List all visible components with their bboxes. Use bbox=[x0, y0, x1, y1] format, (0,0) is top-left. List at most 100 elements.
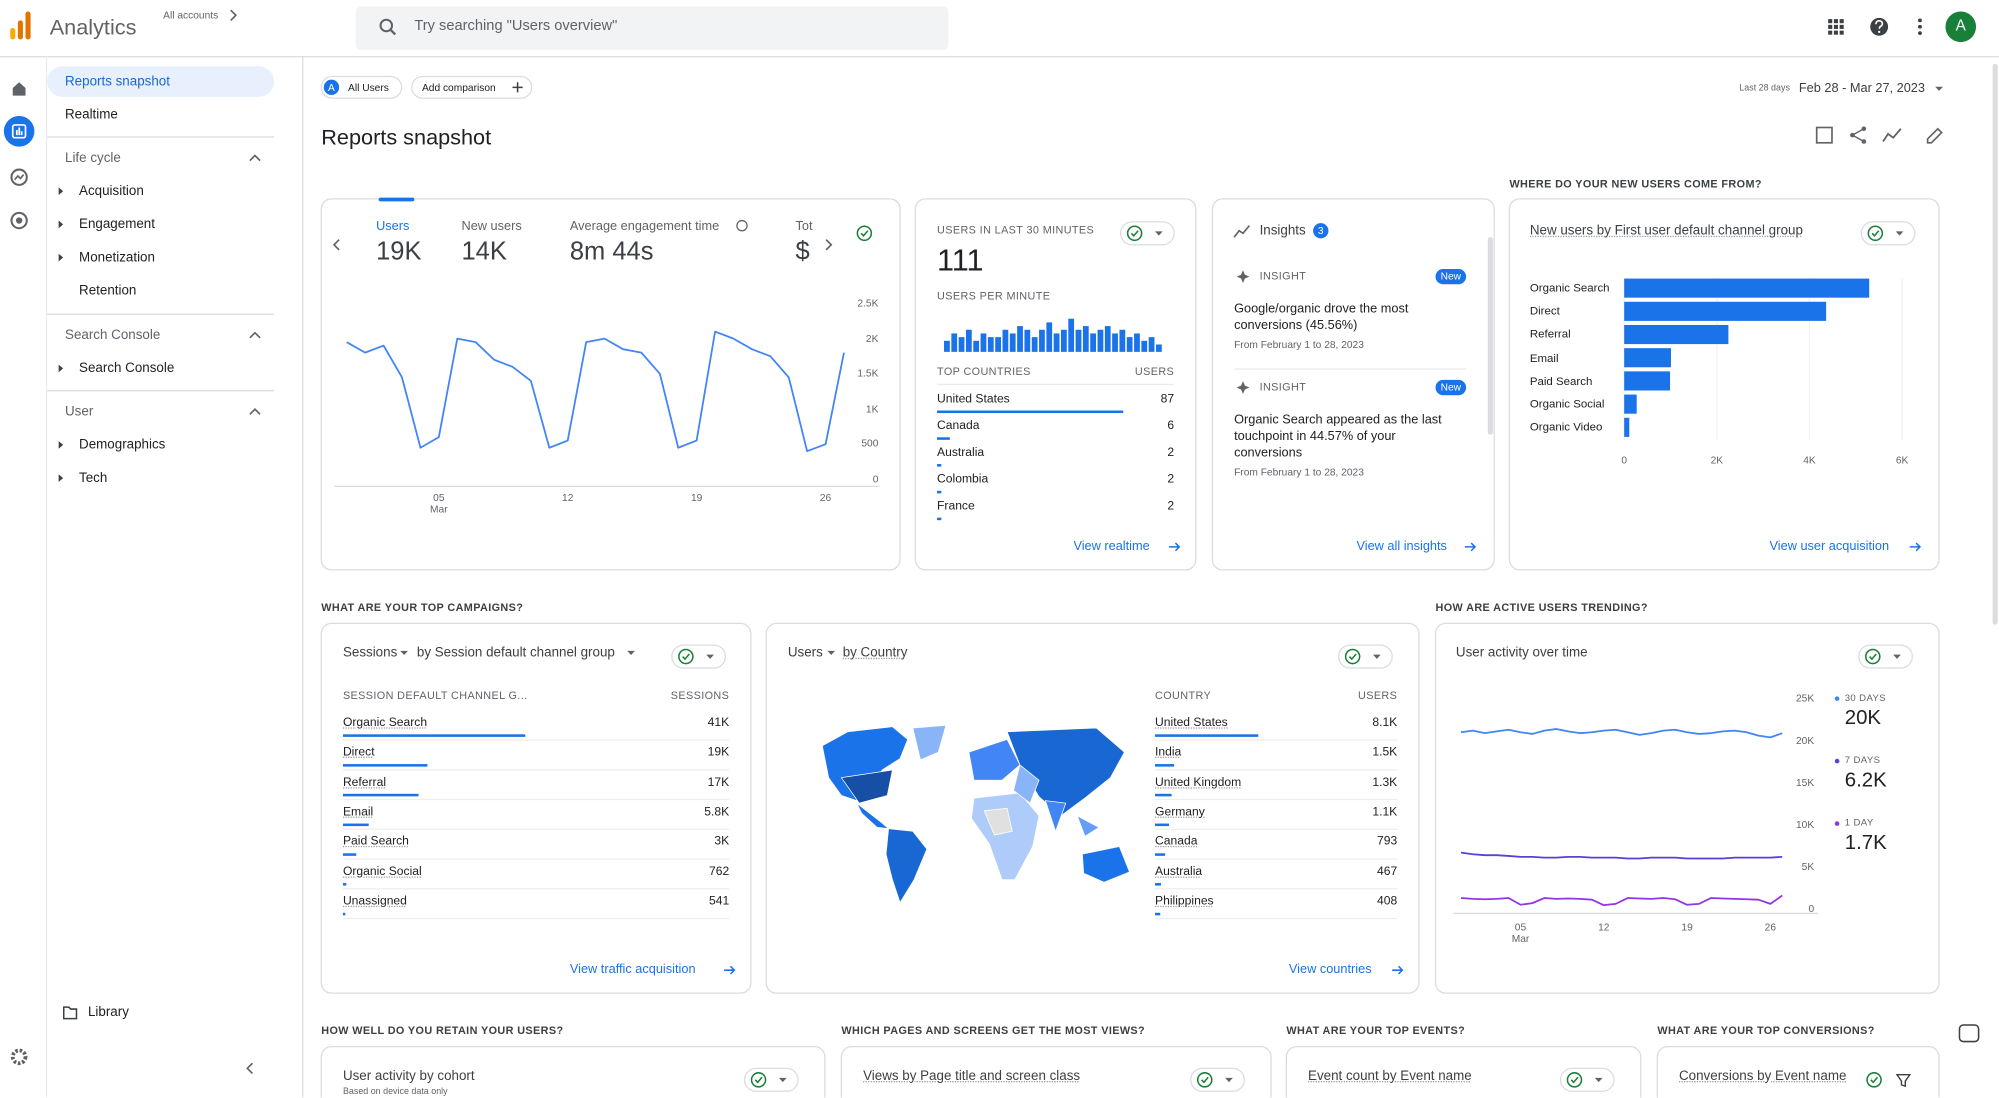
card-title[interactable]: Sessions bbox=[342, 645, 398, 661]
nav-section[interactable]: Life cycle bbox=[65, 150, 121, 166]
card-title[interactable]: User activity by cohort bbox=[342, 1068, 475, 1084]
table-cell[interactable]: Australia bbox=[1155, 864, 1203, 879]
table-cell[interactable]: Direct bbox=[342, 745, 375, 760]
check-icon[interactable] bbox=[1344, 648, 1361, 665]
card-link[interactable]: View user acquisition bbox=[1769, 539, 1890, 554]
insight-body[interactable]: Google/organic drove the most conversion… bbox=[1234, 301, 1453, 351]
avatar[interactable] bbox=[1945, 11, 1977, 43]
library-icon[interactable] bbox=[62, 1006, 78, 1020]
dropdown-caret[interactable] bbox=[1373, 654, 1381, 659]
table-cell[interactable]: United States bbox=[1155, 715, 1228, 730]
chevron[interactable] bbox=[249, 331, 261, 339]
metric-label[interactable]: Average engagement time bbox=[569, 219, 720, 234]
dropdown-caret[interactable] bbox=[400, 650, 408, 656]
chevron[interactable] bbox=[825, 239, 833, 251]
map-region[interactable] bbox=[1044, 800, 1067, 833]
expand-arrow[interactable] bbox=[58, 441, 64, 449]
nav-item[interactable]: Reports snapshot bbox=[65, 73, 170, 90]
expand-arrow[interactable] bbox=[58, 364, 64, 373]
chevron[interactable] bbox=[249, 154, 261, 162]
dropdown-caret[interactable] bbox=[1935, 86, 1943, 91]
nav-section[interactable]: User bbox=[65, 404, 94, 420]
expand-arrow[interactable] bbox=[58, 187, 64, 196]
more-icon[interactable] bbox=[1918, 24, 1922, 29]
map-region[interactable] bbox=[840, 769, 893, 804]
card-link[interactable]: View realtime bbox=[1073, 539, 1150, 554]
table-cell[interactable]: Germany bbox=[1155, 805, 1205, 820]
metric-label[interactable]: New users bbox=[461, 219, 522, 234]
more-icon[interactable] bbox=[1918, 31, 1922, 36]
table-cell[interactable]: Email bbox=[342, 805, 374, 820]
dropdown-caret[interactable] bbox=[827, 650, 836, 656]
chevron[interactable] bbox=[249, 408, 261, 415]
table-cell[interactable]: Philippines bbox=[1155, 894, 1214, 909]
check-icon[interactable] bbox=[1566, 1072, 1583, 1088]
dropdown-caret[interactable] bbox=[1155, 231, 1163, 236]
card-title[interactable]: Event count by Event name bbox=[1308, 1068, 1472, 1084]
dropdown-caret[interactable] bbox=[778, 1077, 787, 1083]
map-region[interactable] bbox=[1081, 846, 1131, 883]
map-region[interactable] bbox=[885, 828, 928, 904]
card-title[interactable]: Views by Page title and screen class bbox=[863, 1068, 1081, 1084]
table-cell[interactable]: Unassigned bbox=[342, 894, 407, 909]
filter-icon[interactable] bbox=[1895, 1074, 1912, 1088]
nav-item[interactable]: Retention bbox=[79, 282, 137, 299]
nav-item[interactable]: Acquisition bbox=[79, 183, 144, 199]
chevron[interactable] bbox=[246, 1062, 254, 1075]
avatar-letter[interactable]: A bbox=[1955, 16, 1966, 35]
dropdown-caret[interactable] bbox=[1594, 1077, 1603, 1083]
search-placeholder[interactable]: Try searching "Users overview" bbox=[414, 18, 618, 34]
accounts-link[interactable]: All accounts bbox=[163, 9, 219, 21]
check-icon[interactable] bbox=[1866, 1072, 1882, 1088]
metric-label[interactable]: Tot bbox=[795, 219, 813, 234]
check-icon[interactable] bbox=[1865, 648, 1881, 665]
expand-arrow[interactable] bbox=[58, 220, 64, 229]
advertising-icon[interactable] bbox=[10, 211, 28, 230]
map-region[interactable] bbox=[968, 738, 1021, 781]
nav-section[interactable]: Search Console bbox=[65, 327, 161, 343]
metric-label[interactable]: Users bbox=[376, 219, 410, 234]
feedback-icon[interactable] bbox=[1958, 1024, 1980, 1043]
chevron[interactable] bbox=[230, 9, 238, 21]
search-box[interactable] bbox=[355, 6, 949, 50]
check-icon[interactable] bbox=[750, 1072, 767, 1088]
nav-item[interactable]: Realtime bbox=[65, 107, 118, 123]
nav-item[interactable]: Engagement bbox=[79, 216, 155, 232]
customize-icon[interactable] bbox=[1815, 126, 1833, 144]
chart-title[interactable]: New users by First user default channel … bbox=[1529, 223, 1803, 239]
table-cell[interactable]: Referral bbox=[342, 775, 387, 790]
add-comparison[interactable]: Add comparison bbox=[421, 81, 496, 93]
insight-body[interactable]: Organic Search appeared as the last touc… bbox=[1234, 412, 1453, 479]
nav-item[interactable]: Tech bbox=[79, 470, 108, 486]
table-cell[interactable]: Organic Search bbox=[342, 715, 428, 730]
table-cell[interactable]: Paid Search bbox=[342, 834, 409, 849]
table-cell[interactable]: Organic Social bbox=[342, 864, 422, 879]
settings-icon[interactable] bbox=[10, 1048, 28, 1066]
nav-item[interactable]: Search Console bbox=[79, 360, 175, 377]
card-title[interactable]: Conversions by Event name bbox=[1679, 1068, 1847, 1084]
check-icon[interactable] bbox=[856, 225, 873, 242]
insights-icon[interactable] bbox=[1882, 128, 1902, 143]
expand-arrow[interactable] bbox=[58, 253, 64, 262]
card-link[interactable]: View countries bbox=[1288, 962, 1372, 977]
more-icon[interactable] bbox=[1918, 18, 1922, 23]
segment-name[interactable]: All Users bbox=[348, 81, 389, 93]
table-cell[interactable]: United Kingdom bbox=[1155, 775, 1242, 790]
table-cell[interactable]: Canada bbox=[1155, 834, 1198, 849]
expand-arrow[interactable] bbox=[58, 474, 64, 482]
check-icon[interactable] bbox=[1126, 225, 1143, 242]
dropdown-caret[interactable] bbox=[706, 654, 714, 659]
dropdown-caret[interactable] bbox=[1895, 231, 1904, 236]
home-icon[interactable] bbox=[12, 82, 26, 96]
check-icon[interactable] bbox=[1867, 225, 1884, 242]
nav-item[interactable]: Monetization bbox=[79, 249, 155, 266]
explore-icon[interactable] bbox=[10, 168, 28, 186]
chevron[interactable] bbox=[332, 239, 340, 251]
card-link[interactable]: View all insights bbox=[1356, 539, 1447, 554]
map-region[interactable] bbox=[912, 724, 947, 761]
map-region[interactable] bbox=[1013, 764, 1040, 804]
dropdown-caret[interactable] bbox=[1893, 654, 1901, 659]
comparison-chip[interactable] bbox=[411, 75, 533, 99]
table-cell[interactable]: India bbox=[1155, 745, 1182, 760]
dropdown-caret[interactable] bbox=[627, 650, 635, 656]
